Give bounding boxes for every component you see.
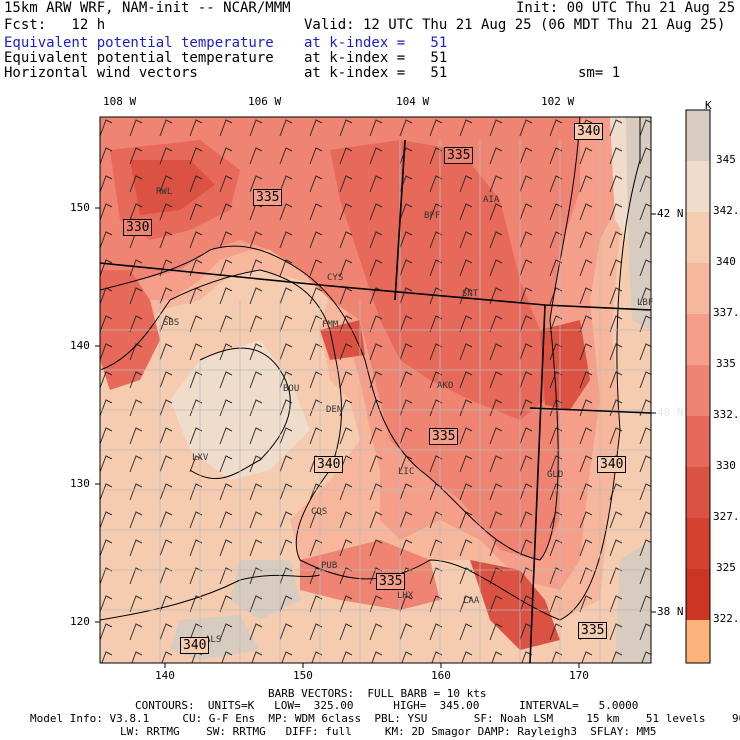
station-lbf: LBF [637,298,654,308]
field-2-name: Equivalent potential temperature [4,50,274,66]
station-den: DEN [326,405,343,415]
contour-lines [100,117,641,621]
lat-label-40n: 40 N [657,406,684,419]
y-tick-120: 120 [70,615,90,628]
station-cys: CYS [327,273,344,283]
lon-label-104w: 104 W [396,95,430,108]
station-gld: GLD [547,470,564,480]
contour-label: 335 [444,147,474,164]
contour-label: 340 [597,456,627,473]
model-info: Model Info: V3.8.1 CU: G-F Ens MP: WDM 6… [30,712,740,725]
model-title: 15km ARW WRF, NAM-init -- NCAR/MMM [4,0,291,16]
y-tick-140: 140 [70,339,90,352]
station-laa: LAA [463,596,480,606]
field-1-level: at k-index = 51 [304,35,448,51]
lon-label-106w: 106 W [248,95,282,108]
station-rwl: RWL [156,187,173,197]
x-tick-140: 140 [155,669,175,682]
station-pub: PUB [321,561,338,571]
colorbar-tick: 337.5 [713,306,740,319]
county-grid [100,140,651,663]
field-2-level: at k-index = 51 [304,50,448,66]
contour-label: 340 [180,637,210,654]
valid-time: Valid: 12 UTC Thu 21 Aug 25 (06 MDT Thu … [304,17,726,33]
station-aia: AIA [483,195,500,205]
station-fmm: FMM [322,320,339,330]
contour-label: 330 [123,219,153,236]
station-sbs: SBS [163,318,180,328]
station-lic: LIC [398,467,415,477]
colorbar-tick: 342.5 [713,204,740,217]
contour-label: 335 [253,189,283,206]
colorbar-tick: 327.5 [713,510,740,523]
contour-label: 335 [376,573,406,590]
smoothing-label: sm= 1 [578,65,621,81]
station-cos: COS [311,507,328,517]
station-bou: BOU [283,384,300,394]
state-borders [100,139,651,663]
contour-info: CONTOURS: UNITS=K LOW= 325.00 HIGH= 345.… [135,699,639,712]
colorbar-tick: 340 [716,255,736,268]
field-3-level: at k-index = 51 [304,65,448,81]
init-time: Init: 00 UTC Thu 21 Aug 25 [516,0,736,16]
axis-ticks [95,207,656,668]
lon-label-102w: 102 W [541,95,575,108]
colorbar [685,109,711,664]
contour-label: 340 [314,456,344,473]
y-tick-150: 150 [70,201,90,214]
forecast-hour: Fcst: 12 h [4,17,106,33]
contour-label: 340 [574,123,604,140]
colorbar-tick: 330 [716,459,736,472]
station-lhx: LHX [397,591,414,601]
colorbar-tick: 332.5 [713,408,740,421]
field-1-name: Equivalent potential temperature [4,35,274,51]
station-bff: BFF [424,211,441,221]
station-snt: SNT [462,289,479,299]
station-ako: AKO [437,381,454,391]
lat-label-42n: 42 N [657,207,684,220]
x-tick-160: 160 [431,669,451,682]
x-tick-150: 150 [293,669,313,682]
colorbar-tick: 322.5 [713,612,740,625]
lon-label-108w: 108 W [103,95,137,108]
station-lxv: LXV [192,453,209,463]
colorbar-tick: 325 [716,561,736,574]
field-3-name: Horizontal wind vectors [4,65,198,81]
colorbar-unit: K [705,99,712,112]
physics-info: LW: RRTMG SW: RRTMG DIFF: full KM: 2D Sm… [120,725,657,738]
contour-label: 335 [429,428,459,445]
lat-label-38n: 38 N [657,605,684,618]
plot-frame [99,116,652,664]
colorbar-tick: 335 [716,357,736,370]
y-tick-130: 130 [70,477,90,490]
colorbar-tick: 345 [716,153,736,166]
station-als: ALS [205,635,222,645]
x-tick-170: 170 [569,669,589,682]
contour-label: 335 [578,622,608,639]
barb-legend: BARB VECTORS: FULL BARB = 10 kts [268,687,487,700]
